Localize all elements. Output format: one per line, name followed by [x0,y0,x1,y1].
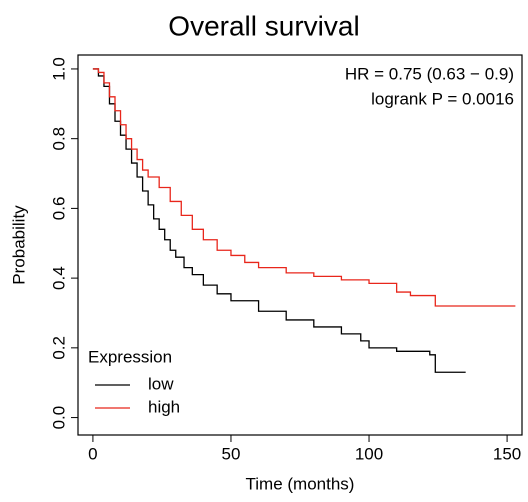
legend-title: Expression [88,347,172,366]
y-tick-label: 0.6 [49,197,68,221]
y-axis-label: Probability [9,205,28,285]
plot-frame [77,54,523,436]
legend-label: low [148,374,174,393]
x-tick-label: 100 [355,444,383,463]
y-tick-label: 1.0 [49,57,68,81]
survival-curve [92,68,516,307]
x-axis-label: Time (months) [246,474,355,493]
legend-label: high [148,397,180,416]
y-tick-label: 0.4 [49,266,68,290]
x-tick-label: 0 [88,444,97,463]
survival-curve [92,68,466,373]
chart-title: Overall survival [168,10,359,41]
y-tick-label: 0.2 [49,336,68,360]
y-tick-label: 0.0 [49,406,68,430]
x-tick-label: 50 [222,444,241,463]
annotation: HR = 0.75 (0.63 − 0.9) [345,64,514,83]
y-tick-label: 0.8 [49,127,68,151]
annotation: logrank P = 0.0016 [371,89,514,108]
x-tick-label: 150 [493,444,521,463]
